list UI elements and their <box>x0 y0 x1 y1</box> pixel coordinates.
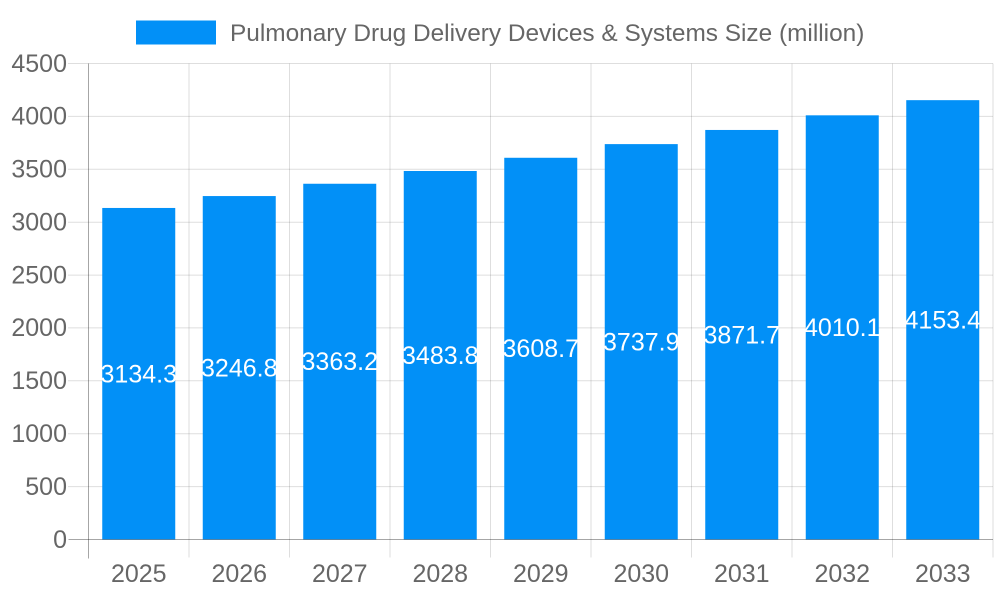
svg-text:3363.2: 3363.2 <box>302 348 378 376</box>
svg-text:4000: 4000 <box>11 103 67 131</box>
svg-text:2032: 2032 <box>814 560 870 588</box>
svg-text:2031: 2031 <box>714 560 770 588</box>
svg-text:3871.7: 3871.7 <box>704 321 780 349</box>
svg-text:3500: 3500 <box>11 156 67 184</box>
svg-text:1500: 1500 <box>11 367 67 395</box>
svg-text:3246.8: 3246.8 <box>201 354 277 382</box>
svg-text:3134.3: 3134.3 <box>101 360 177 388</box>
svg-text:4500: 4500 <box>11 50 67 78</box>
svg-text:0: 0 <box>53 526 67 554</box>
svg-text:Pulmonary Drug Delivery Device: Pulmonary Drug Delivery Devices & System… <box>230 20 864 47</box>
svg-text:2029: 2029 <box>513 560 569 588</box>
svg-text:3737.9: 3737.9 <box>603 328 679 356</box>
svg-text:3608.7: 3608.7 <box>503 335 579 363</box>
svg-text:2028: 2028 <box>412 560 468 588</box>
svg-text:2030: 2030 <box>613 560 669 588</box>
svg-text:2027: 2027 <box>312 560 368 588</box>
svg-text:1000: 1000 <box>11 420 67 448</box>
svg-text:2000: 2000 <box>11 314 67 342</box>
svg-text:2033: 2033 <box>915 560 971 588</box>
svg-text:2026: 2026 <box>211 560 267 588</box>
svg-text:2500: 2500 <box>11 261 67 289</box>
svg-text:500: 500 <box>25 473 67 501</box>
svg-text:4010.1: 4010.1 <box>804 314 880 342</box>
svg-text:3483.8: 3483.8 <box>402 342 478 370</box>
svg-text:2025: 2025 <box>111 560 167 588</box>
svg-text:3000: 3000 <box>11 209 67 237</box>
svg-text:4153.4: 4153.4 <box>905 306 982 334</box>
